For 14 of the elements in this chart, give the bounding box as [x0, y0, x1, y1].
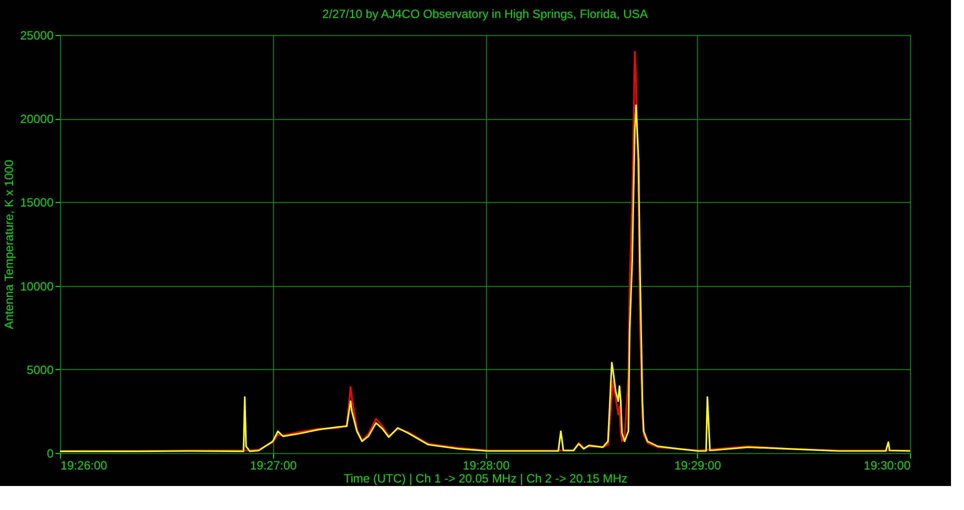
y-axis-title: Antenna Temperature, K x 1000 — [2, 160, 16, 330]
chart-title: 2/27/10 by AJ4CO Observatory in High Springs, Florida, USA — [322, 7, 648, 21]
x-tick-label: 19:28:00 — [462, 458, 510, 472]
x-tick-label: 19:29:00 — [674, 458, 722, 472]
x-tick-label: 19:30:00 — [864, 458, 911, 472]
y-tick-label: 10000 — [20, 279, 54, 294]
y-tick-label: 25000 — [20, 28, 54, 42]
x-tick-label: 19:26:00 — [60, 458, 108, 472]
y-tick-label: 15000 — [20, 196, 54, 210]
x-tick-label: 19:27:00 — [250, 458, 297, 472]
y-tick-label: 20000 — [20, 112, 54, 126]
x-axis-title: Time (UTC) | Ch 1 -> 20.05 MHz | Ch 2 -> 20.15 MHz — [344, 472, 628, 486]
y-tick-label: 0 — [46, 446, 54, 460]
y-tick-label: 5000 — [26, 362, 54, 377]
